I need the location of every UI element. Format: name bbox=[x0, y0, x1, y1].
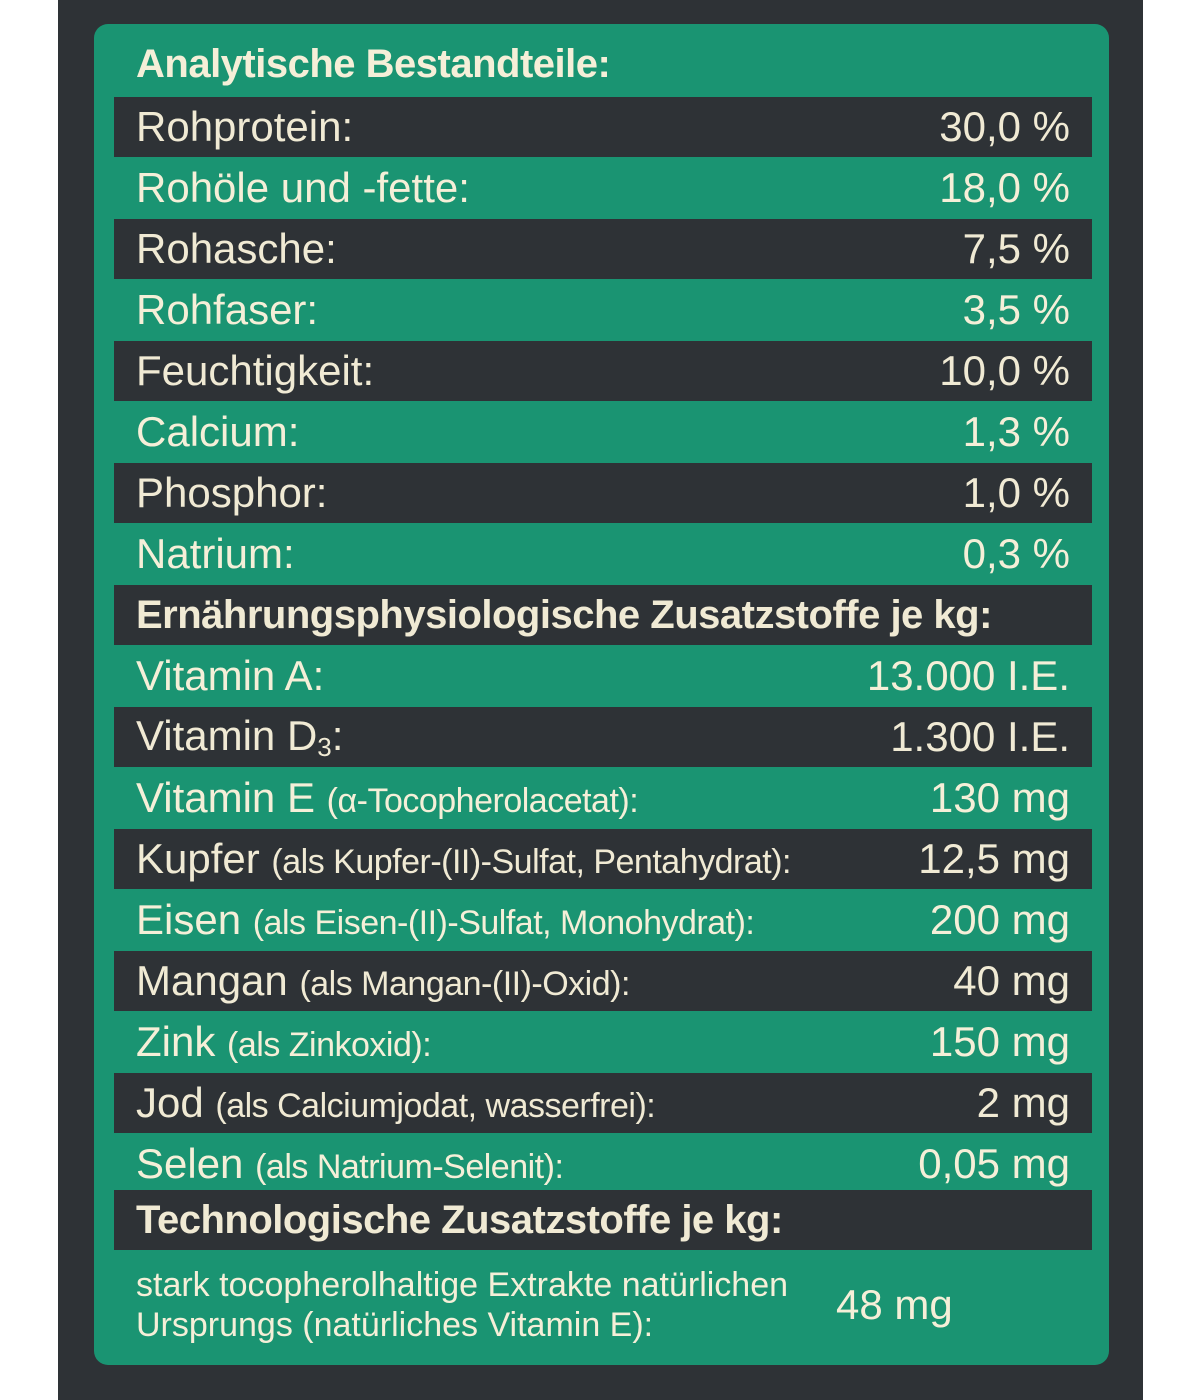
table-row: Feuchtigkeit: 10,0 % bbox=[114, 341, 1092, 401]
row-value: 40 mg bbox=[953, 957, 1070, 1004]
row-value: 18,0 % bbox=[939, 164, 1070, 211]
section-heading-analytische: Analytische Bestandteile: bbox=[114, 34, 1092, 94]
row-label-main: Eisen bbox=[136, 896, 242, 943]
row-value: 30,0 % bbox=[939, 103, 1070, 150]
table-row: Rohöle und -fette: 18,0 % bbox=[114, 158, 1092, 218]
row-label-main: Zink bbox=[136, 1018, 216, 1065]
row-label-detail: (als Eisen-(II)-Sulfat, Monohydrat): bbox=[252, 904, 755, 942]
table-row: Vitamin D3: 1.300 I.E. bbox=[114, 707, 1092, 767]
row-label: Rohfaser: bbox=[136, 286, 319, 333]
table-row: stark tocopherolhaltige Extrakte natürli… bbox=[114, 1250, 1092, 1360]
row-label-detail: (α-Tocopherolacetat): bbox=[326, 782, 639, 820]
section-heading-technologische: Technologische Zusatzstoffe je kg: bbox=[114, 1190, 1092, 1250]
row-label-main: Mangan bbox=[136, 957, 288, 1004]
table-row: Rohfaser: 3,5 % bbox=[114, 280, 1092, 340]
row-label: Rohprotein: bbox=[136, 103, 354, 150]
row-label-detail: (als Calciumjodat, wasserfrei): bbox=[215, 1087, 656, 1125]
table-row: Rohasche: 7,5 % bbox=[114, 219, 1092, 279]
nutrition-panel: Analytische Bestandteile: Rohprotein: 30… bbox=[94, 24, 1109, 1365]
row-value: 13.000 I.E. bbox=[866, 652, 1070, 699]
row-label-main: Vitamin E bbox=[136, 774, 315, 821]
row-label: Vitamin E (α-Tocopherolacetat): bbox=[136, 774, 930, 822]
row-label: Vitamin D3: bbox=[136, 712, 890, 763]
table-row: Eisen (als Eisen-(II)-Sulfat, Monohydrat… bbox=[114, 890, 1092, 950]
row-value: 150 mg bbox=[929, 1018, 1070, 1065]
row-label-main: Vitamin D bbox=[136, 711, 318, 759]
row-value: 2 mg bbox=[976, 1079, 1070, 1126]
section-heading-text: Analytische Bestandteile: bbox=[136, 41, 611, 86]
row-value: 3,5 % bbox=[962, 286, 1070, 333]
row-label-suffix: : bbox=[331, 711, 344, 759]
section-heading-text: Technologische Zusatzstoffe je kg: bbox=[136, 1197, 783, 1242]
table-row: Calcium: 1,3 % bbox=[114, 402, 1092, 462]
row-value: 0,05 mg bbox=[918, 1140, 1070, 1187]
table-row: Rohprotein: 30,0 % bbox=[114, 97, 1092, 157]
row-label: Kupfer (als Kupfer-(II)-Sulfat, Pentahyd… bbox=[136, 835, 918, 883]
row-label-detail: (als Mangan-(II)-Oxid): bbox=[299, 965, 630, 1003]
table-row: Selen (als Natrium-Selenit): 0,05 mg bbox=[114, 1134, 1092, 1194]
row-value: 10,0 % bbox=[939, 347, 1070, 394]
row-label: Jod (als Calciumjodat, wasserfrei): bbox=[136, 1079, 977, 1127]
row-label-main: Jod bbox=[136, 1079, 204, 1126]
row-label: Eisen (als Eisen-(II)-Sulfat, Monohydrat… bbox=[136, 896, 930, 944]
row-label-detail: (als Zinkoxid): bbox=[227, 1026, 432, 1064]
row-label-detail: (als Kupfer-(II)-Sulfat, Pentahydrat): bbox=[271, 843, 791, 881]
row-value: 1,0 % bbox=[962, 469, 1070, 516]
row-value: 12,5 mg bbox=[918, 835, 1070, 882]
row-value: 130 mg bbox=[929, 774, 1070, 821]
row-label: Selen (als Natrium-Selenit): bbox=[136, 1140, 918, 1188]
row-label: Vitamin A: bbox=[136, 652, 325, 699]
section-heading-zusatzstoffe: Ernährungsphysiologische Zusatzstoffe je… bbox=[114, 585, 1092, 645]
row-value: 1,3 % bbox=[962, 408, 1070, 455]
row-label: Zink (als Zinkoxid): bbox=[136, 1018, 930, 1066]
row-value: 200 mg bbox=[929, 896, 1070, 943]
row-label: Calcium: bbox=[136, 408, 300, 455]
table-row: Phosphor: 1,0 % bbox=[114, 463, 1092, 523]
row-value: 48 mg bbox=[836, 1281, 953, 1328]
row-label-main: Selen bbox=[136, 1140, 244, 1187]
table-row: Mangan (als Mangan-(II)-Oxid): 40 mg bbox=[114, 951, 1092, 1011]
row-label-main: Kupfer bbox=[136, 835, 260, 882]
table-row: Jod (als Calciumjodat, wasserfrei): 2 mg bbox=[114, 1073, 1092, 1133]
table-row: Zink (als Zinkoxid): 150 mg bbox=[114, 1012, 1092, 1072]
table-row: Kupfer (als Kupfer-(II)-Sulfat, Pentahyd… bbox=[114, 829, 1092, 889]
row-label: Phosphor: bbox=[136, 469, 328, 516]
row-value: 1.300 I.E. bbox=[890, 713, 1070, 760]
row-label: Rohasche: bbox=[136, 225, 337, 272]
table-row: Vitamin E (α-Tocopherolacetat): 130 mg bbox=[114, 768, 1092, 828]
row-value: 7,5 % bbox=[962, 225, 1070, 272]
table-row: Natrium: 0,3 % bbox=[114, 524, 1092, 584]
row-label-detail: (als Natrium-Selenit): bbox=[255, 1148, 564, 1186]
table-row: Vitamin A: 13.000 I.E. bbox=[114, 646, 1092, 706]
row-label: Rohöle und -fette: bbox=[136, 164, 470, 211]
row-label: stark tocopherolhaltige Extrakte natürli… bbox=[136, 1266, 789, 1344]
row-label-subscript: 3 bbox=[317, 731, 332, 762]
row-label: Feuchtigkeit: bbox=[136, 347, 375, 394]
row-label: Natrium: bbox=[136, 530, 295, 577]
row-value: 0,3 % bbox=[962, 530, 1070, 577]
row-label: Mangan (als Mangan-(II)-Oxid): bbox=[136, 957, 953, 1005]
section-heading-text: Ernährungsphysiologische Zusatzstoffe je… bbox=[136, 592, 992, 637]
